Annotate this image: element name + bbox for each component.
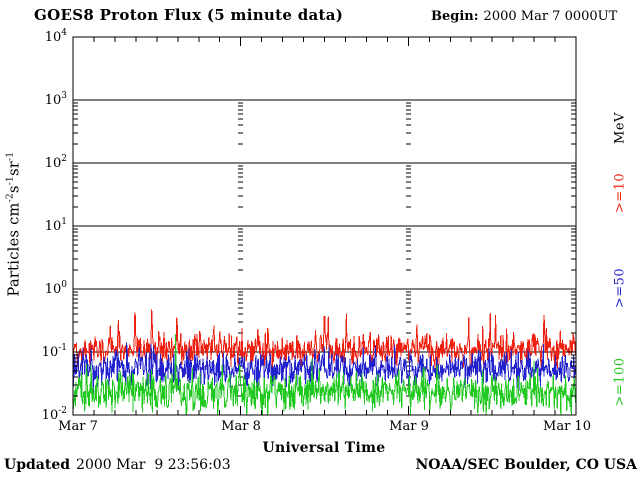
- updated-timestamp: Updated 2000 Mar 9 23:56:03: [4, 457, 231, 473]
- series-label-ge50: >=50: [612, 267, 628, 309]
- updated-value: 2000 Mar 9 23:56:03: [76, 457, 231, 473]
- y-tick-label: 102: [45, 154, 67, 171]
- y-tick-label: 10-1: [42, 343, 67, 360]
- series-line-gege50: [72, 342, 577, 393]
- x-tick-label-mar8: Mar 8: [221, 419, 261, 434]
- series-line-gege100: [72, 333, 577, 416]
- series-label-ge10: >=10: [612, 172, 628, 214]
- right-axis-unit-label: MeV: [612, 112, 628, 144]
- begin-timestamp: Begin: 2000 Mar 7 0000UT: [431, 9, 617, 24]
- y-tick-label: 100: [45, 280, 68, 297]
- chart-title: GOES8 Proton Flux (5 minute data): [34, 6, 344, 24]
- series-label-ge100: >=100: [612, 357, 628, 407]
- x-tick-label-mar10: Mar 10: [543, 419, 591, 434]
- y-tick-label: 10-2: [42, 406, 67, 423]
- x-tick-label-mar9: Mar 9: [389, 419, 429, 434]
- y-tick-label: 101: [45, 217, 67, 234]
- x-tick-label-mar7: Mar 7: [58, 419, 98, 434]
- begin-value: 2000 Mar 7 0000UT: [483, 9, 618, 24]
- updated-label: Updated: [4, 457, 71, 473]
- y-tick-label: 104: [45, 28, 68, 45]
- y-tick-label: 103: [45, 91, 68, 108]
- begin-label: Begin:: [431, 9, 479, 24]
- series-line-gege10: [72, 309, 577, 373]
- source-attribution: NOAA/SEC Boulder, CO USA: [415, 457, 638, 473]
- x-axis-title: Universal Time: [262, 440, 386, 456]
